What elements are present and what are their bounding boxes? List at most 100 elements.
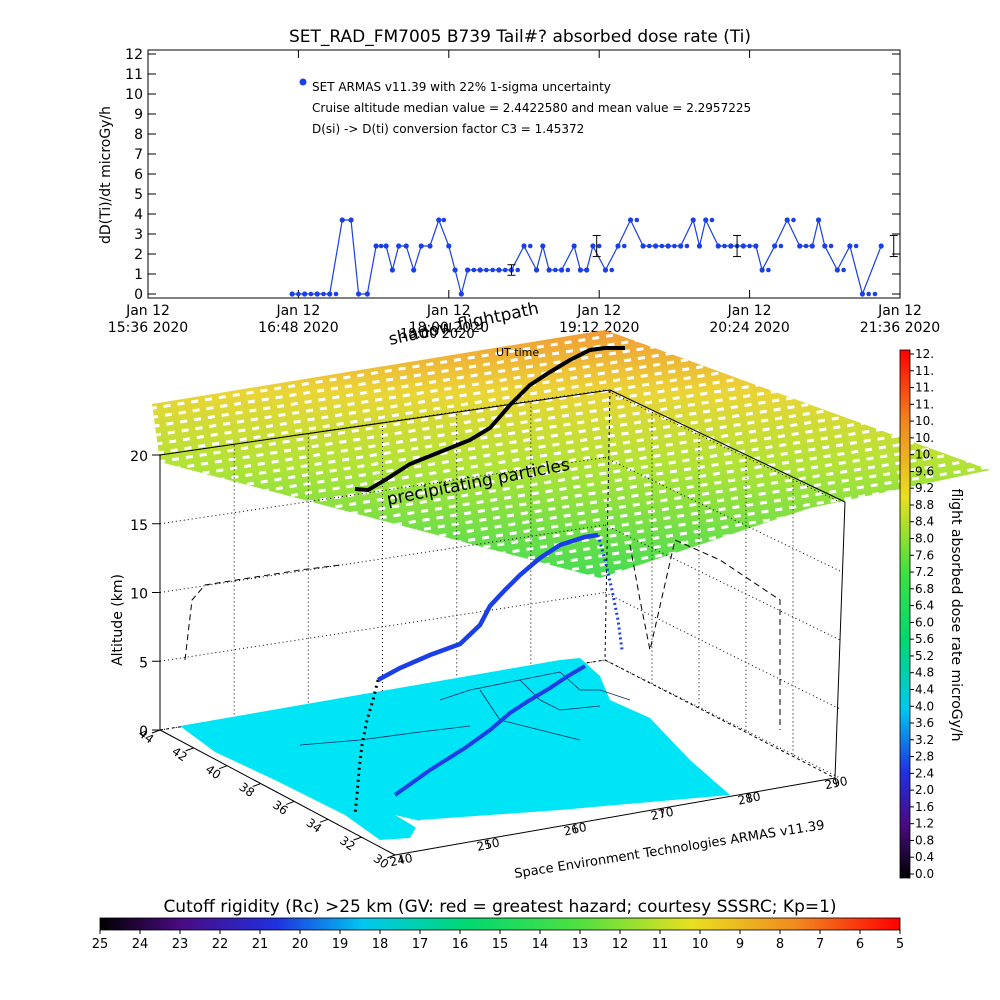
x-tick-label-time: 15:36 2020 xyxy=(108,320,188,336)
dose-colorbar-tick-label: 4.8 xyxy=(915,666,934,680)
dose-rate-point xyxy=(364,291,370,297)
dose-colorbar-tick-label: 2.8 xyxy=(915,750,934,764)
dose-colorbar-tick-label: 2.4 xyxy=(915,766,934,780)
dose-rate-point xyxy=(772,243,778,249)
dose-colorbar-tick-label: 6.8 xyxy=(915,582,934,596)
dose-rate-point xyxy=(759,267,765,273)
dose-colorbar-tick-label: 9.2 xyxy=(915,481,934,495)
dose-rate-point xyxy=(484,267,489,273)
latitude-tick-label: 30 xyxy=(371,851,392,871)
cutoff-colorbar-tick-label: 13 xyxy=(572,937,589,952)
cutoff-colorbar-tick-label: 17 xyxy=(412,937,429,952)
cutoff-colorbar-tick-label: 15 xyxy=(492,937,509,952)
longitude-tick-mark xyxy=(573,824,577,833)
dose-rate-point xyxy=(546,267,552,273)
cutoff-colorbar-tick-label: 16 xyxy=(452,937,469,952)
dose-rate-point xyxy=(703,217,709,223)
dose-colorbar-tick-label: 2.0 xyxy=(915,783,934,797)
dose-colorbar-ticks: 12. 11. 11. 11. 10. 10. 10. 9.6 9.2 8.8 8.4 8.0 7.6 7… xyxy=(910,347,934,881)
dose-colorbar-tick-label: 10. xyxy=(915,431,934,445)
dose-colorbar-tick-label: 10. xyxy=(915,414,934,428)
y-tick-label: 7 xyxy=(134,147,143,163)
dose-rate-point xyxy=(841,267,846,273)
latitude-tick-mark xyxy=(319,818,329,823)
top-y-axis-label: dD(Ti)/dt microGy/h xyxy=(98,106,114,244)
cutoff-colorbar-tick-label: 5 xyxy=(896,937,904,952)
shadow-flightpath-line xyxy=(393,664,587,797)
dose-rate-point xyxy=(383,243,389,249)
dose-rate-point xyxy=(696,243,703,249)
x-tick-label-time: 19:12 2020 xyxy=(559,320,639,336)
dose-rate-point xyxy=(577,267,584,273)
cutoff-colorbar xyxy=(99,917,901,931)
dose-rate-point xyxy=(327,291,333,297)
dose-rate-point xyxy=(722,243,727,249)
latitude-tick-mark xyxy=(286,800,295,805)
dose-rate-point xyxy=(728,243,734,249)
longitude-tick-mark xyxy=(399,854,403,864)
ground-borders xyxy=(299,671,631,746)
dose-colorbar-tick-label: 7.2 xyxy=(915,565,934,579)
dose-colorbar-tick-label: 0.0 xyxy=(915,867,934,881)
longitude-tick-label: 240 xyxy=(389,851,414,869)
y-tick-label: 11 xyxy=(125,67,143,83)
dose-rate-point xyxy=(834,267,840,273)
dose-rate-point xyxy=(791,217,796,223)
longitude-tick-label: 260 xyxy=(563,820,588,838)
y-tick-label: 3 xyxy=(134,227,143,243)
dose-rate-point xyxy=(296,291,301,297)
dose-rate-point xyxy=(747,243,752,249)
latitude-tick-label: 42 xyxy=(169,744,190,764)
dose-colorbar-tick-label: 0.4 xyxy=(915,850,934,864)
cutoff-colorbar-tick-label: 25 xyxy=(92,937,109,952)
dose-rate-point xyxy=(797,243,803,249)
dose-rate-point xyxy=(859,291,866,297)
dose-rate-point xyxy=(396,243,402,249)
cutoff-colorbar-tick-label: 8 xyxy=(776,937,784,952)
dose-rate-point xyxy=(565,267,571,273)
dose-rate-point xyxy=(490,267,495,273)
cutoff-colorbar-ticks: 25 24 23 22 21 20 19 18 17 16 15 14 13 12 11 10 9 8 7 6 5 xyxy=(92,930,904,952)
altitude-tick-label: 15 xyxy=(130,518,148,534)
dose-colorbar xyxy=(899,349,911,879)
flightpath-top-line xyxy=(354,346,625,493)
flightpath-3d-line xyxy=(376,532,599,682)
dose-rate-point xyxy=(803,243,809,249)
cutoff-colorbar-tick-label: 22 xyxy=(212,937,229,952)
dose-colorbar-tick-label: 12. xyxy=(915,347,934,361)
dose-rate-point xyxy=(446,243,452,249)
dose-rate-point xyxy=(521,243,527,249)
dose-rate-point xyxy=(615,243,621,249)
cutoff-colorbar-tick-label: 6 xyxy=(856,937,864,952)
dose-rate-point xyxy=(527,243,533,249)
particles-sheet-texture xyxy=(152,330,990,578)
dose-colorbar-tick-label: 8.0 xyxy=(915,532,934,546)
dose-rate-point xyxy=(672,243,677,249)
latitude-tick-mark xyxy=(252,783,261,788)
3d-gridlines xyxy=(159,389,841,779)
dose-rate-point xyxy=(602,267,609,273)
projection-dashed-line-2 xyxy=(629,539,781,730)
projection-dashed-line xyxy=(184,564,341,661)
cutoff-colorbar-tick-label: 18 xyxy=(372,937,389,952)
x-tick-label-date: Jan 12 xyxy=(275,303,320,319)
error-bars xyxy=(507,234,898,276)
y-tick-label: 10 xyxy=(125,87,143,103)
dose-colorbar-tick-label: 3.2 xyxy=(915,733,934,747)
cutoff-colorbar-tick-label: 19 xyxy=(332,937,349,952)
x-tick-label-date: Jan 12 xyxy=(727,303,772,319)
legend-line-3: D(si) -> D(ti) conversion factor C3 = 1.… xyxy=(312,122,584,136)
cutoff-colorbar-tick-label: 14 xyxy=(532,937,549,952)
dose-colorbar-tick-label: 11. xyxy=(915,397,934,411)
longitude-tick-label: 290 xyxy=(824,774,849,792)
dose-rate-point xyxy=(753,243,759,249)
dose-colorbar-tick-label: 8.8 xyxy=(915,498,934,512)
dose-colorbar-tick-label: 1.6 xyxy=(915,800,934,814)
dose-rate-point xyxy=(609,267,615,273)
longitude-tick-label: 280 xyxy=(737,789,762,807)
dose-rate-point xyxy=(878,243,884,249)
dose-rate-point xyxy=(766,267,771,273)
altitude-tick-label: 20 xyxy=(130,449,148,465)
dose-rate-point xyxy=(784,217,790,223)
dose-colorbar-tick-label: 4.4 xyxy=(915,682,934,696)
